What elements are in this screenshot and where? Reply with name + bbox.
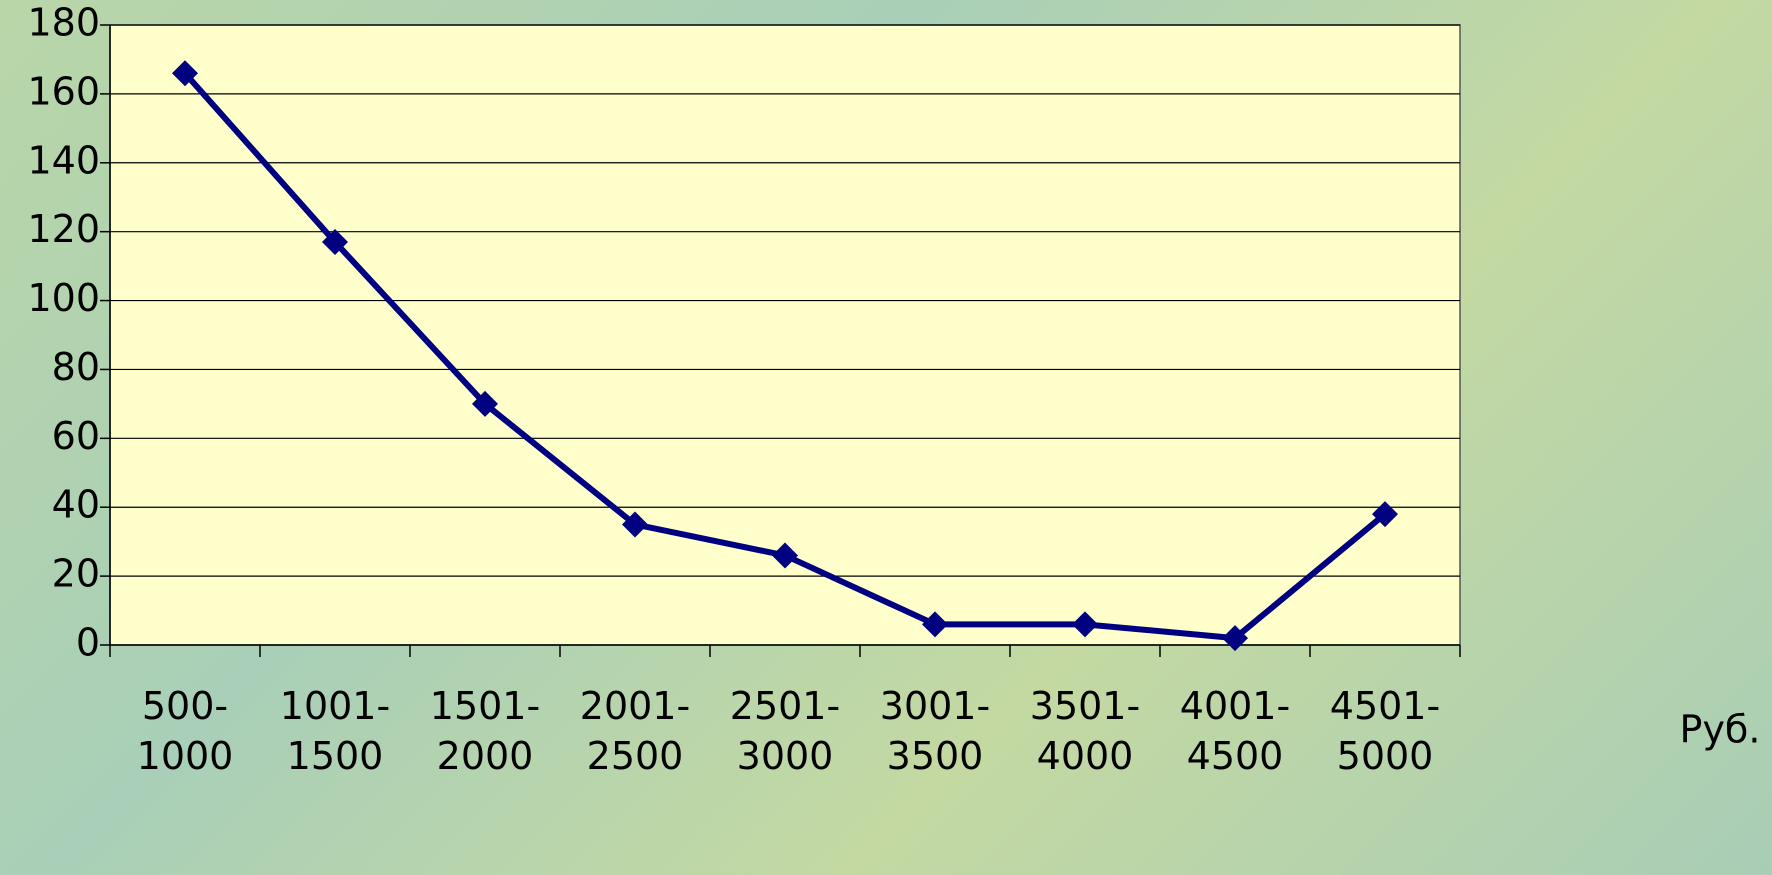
y-tick-label: 100 [27,276,100,320]
plot-area [109,24,1461,646]
marker [772,542,798,569]
x-tick-label-line: 4001- [1180,684,1290,728]
marker [1372,501,1398,528]
x-tick-label-line: 1001- [280,684,390,728]
x-tick-label-line: 1500 [287,734,384,778]
marker [1222,625,1248,652]
x-tick-label-line: 4000 [1037,734,1134,778]
x-tick-label: 4001- 4500 [1180,684,1290,778]
x-tick-label-line: 5000 [1337,734,1434,778]
marker [622,511,648,538]
y-tick-label: 120 [27,207,100,251]
x-tick-label-line: 3501- [1030,684,1140,728]
marker [172,60,198,87]
x-tick-label-line: 3500 [887,734,984,778]
y-tick-label: 40 [52,483,100,527]
x-tick-label-line: 2501- [730,684,840,728]
marker [322,229,348,255]
x-tick-label-line: 4500 [1187,734,1284,778]
x-tick-label: 500- 1000 [137,684,234,778]
x-tick-label-line: 1501- [430,684,540,728]
y-tick-label: 20 [52,552,100,596]
x-tick-label-line: 4501- [1330,684,1440,728]
y-tick-label: 60 [52,414,100,458]
marker [922,611,948,638]
x-tick-label-line: 1000 [137,734,234,778]
x-tick-label: 3001- 3500 [880,684,990,778]
x-tick-label: 1001- 1500 [280,684,390,778]
x-tick-label: 4501- 5000 [1330,684,1440,778]
x-axis-label: Руб. [1680,708,1761,752]
x-tick-label: 2501- 3000 [730,684,840,778]
x-tick-label-line: 2000 [437,734,534,778]
x-tick-label-line: 2001- [580,684,690,728]
y-tick-label: 160 [27,69,100,113]
x-tick-label-line: 500- [142,684,228,728]
marker [472,390,498,417]
y-tick-label: 180 [27,1,100,45]
marker [1072,611,1098,638]
x-tick-label-line: 3001- [880,684,990,728]
x-tick-label: 1501- 2000 [430,684,540,778]
x-tick-label: 3501- 4000 [1030,684,1140,778]
y-tick-label: 140 [27,138,100,182]
x-tick-label: 2001- 2500 [580,684,690,778]
y-tick-label: 80 [52,345,100,389]
x-tick-label-line: 2500 [587,734,684,778]
x-tick-label-line: 3000 [737,734,834,778]
y-tick-label: 0 [76,621,100,665]
